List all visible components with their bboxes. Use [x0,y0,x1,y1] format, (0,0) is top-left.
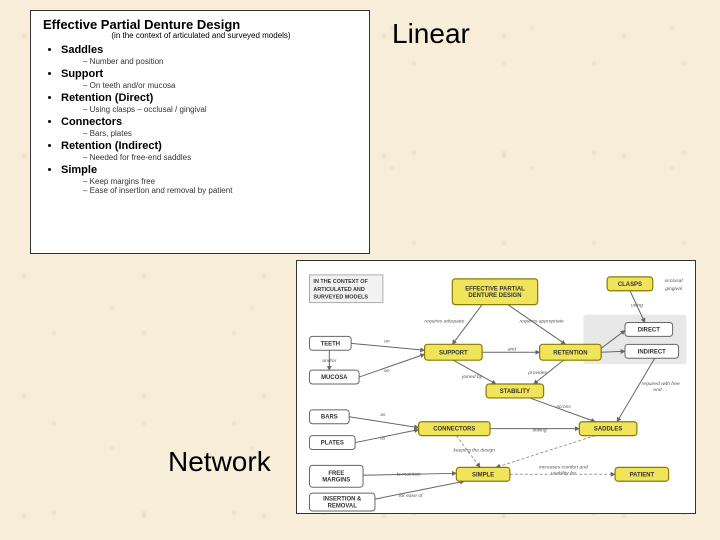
svg-text:BARS: BARS [321,415,338,421]
svg-text:MARGINS: MARGINS [322,478,350,484]
svg-text:using: using [631,303,643,309]
svg-text:and/or: and/or [322,358,336,364]
label-network: Network [168,446,271,478]
svg-text:REMOVAL: REMOVAL [328,504,358,510]
svg-text:to maintain: to maintain [397,471,421,477]
linear-subtitle: (in the context of articulated and surve… [43,31,359,40]
svg-text:CLASPS: CLASPS [618,282,642,288]
linear-subitem: Needed for free-end saddles [83,153,359,162]
svg-text:end …: end … [653,387,668,393]
linear-title: Effective Partial Denture Design [43,17,359,32]
svg-text:MUCOSA: MUCOSA [321,375,348,381]
linear-item: Retention (Direct) [61,92,359,104]
linear-item: Simple [61,164,359,176]
linear-subitem: Keep margins free [83,177,359,186]
svg-text:IN THE CONTEXT OF: IN THE CONTEXT OF [313,279,368,285]
svg-text:gingival: gingival [665,286,683,292]
svg-text:on: on [384,369,390,374]
svg-text:INDIRECT: INDIRECT [638,349,666,355]
linear-subitem: Using clasps – occlusal / gingival [83,105,359,114]
network-svg: requires adequate requires appropriate usi… [297,261,695,513]
svg-text:DIRECT: DIRECT [638,327,660,333]
label-linear: Linear [392,18,470,50]
svg-text:SADDLES: SADDLES [594,427,622,433]
svg-text:usability for: usability for [551,470,576,476]
svg-text:SURVEYED MODELS: SURVEYED MODELS [313,295,368,301]
svg-text:for ease of: for ease of [399,493,423,499]
svg-text:joined by: joined by [461,374,482,380]
svg-text:across: across [556,404,571,410]
linear-subitem: Bars, plates [83,129,359,138]
svg-text:ARTICULATED AND: ARTICULATED AND [313,287,364,293]
svg-text:RETENTION: RETENTION [553,350,587,356]
svg-text:increases comfort and: increases comfort and [539,464,588,470]
linear-item: Retention (Indirect) [61,140,359,152]
linear-subitem: On teeth and/or mucosa [83,81,359,90]
svg-text:on: on [384,339,390,344]
svg-text:keeping the design: keeping the design [453,447,495,453]
svg-text:as: as [380,437,386,442]
svg-text:required with free: required with free [642,381,681,387]
svg-text:STABILITY: STABILITY [500,389,530,395]
svg-text:PATIENT: PATIENT [630,472,655,478]
svg-text:EFFECTIVE PARTIAL: EFFECTIVE PARTIAL [465,286,525,292]
linear-panel: Effective Partial Denture Design (in the… [30,10,370,254]
linear-item: Saddles [61,44,359,56]
svg-text:TEETH: TEETH [321,341,340,347]
linear-list: SaddlesNumber and position SupportOn teet… [43,44,359,195]
svg-text:provides: provides [527,370,547,376]
svg-text:CONNECTORS: CONNECTORS [433,427,475,433]
svg-text:occlusal: occlusal [665,278,684,284]
svg-text:PLATES: PLATES [321,441,344,447]
svg-text:requires adequate: requires adequate [424,319,464,325]
linear-subitem: Number and position [83,57,359,66]
network-panel: requires adequate requires appropriate usi… [296,260,696,514]
linear-item: Connectors [61,116,359,128]
svg-text:DENTURE DESIGN: DENTURE DESIGN [468,293,521,299]
svg-text:and: and [508,346,517,352]
svg-text:SIMPLE: SIMPLE [472,472,494,478]
svg-text:linking: linking [533,428,547,434]
svg-text:FREE: FREE [328,471,344,477]
svg-text:as: as [380,413,386,418]
linear-subitem: Ease of insertion and removal by patient [83,186,359,195]
svg-text:SUPPORT: SUPPORT [439,350,468,356]
svg-text:requires appropriate: requires appropriate [519,319,564,325]
svg-text:INSERTION &: INSERTION & [323,497,362,503]
linear-item: Support [61,68,359,80]
